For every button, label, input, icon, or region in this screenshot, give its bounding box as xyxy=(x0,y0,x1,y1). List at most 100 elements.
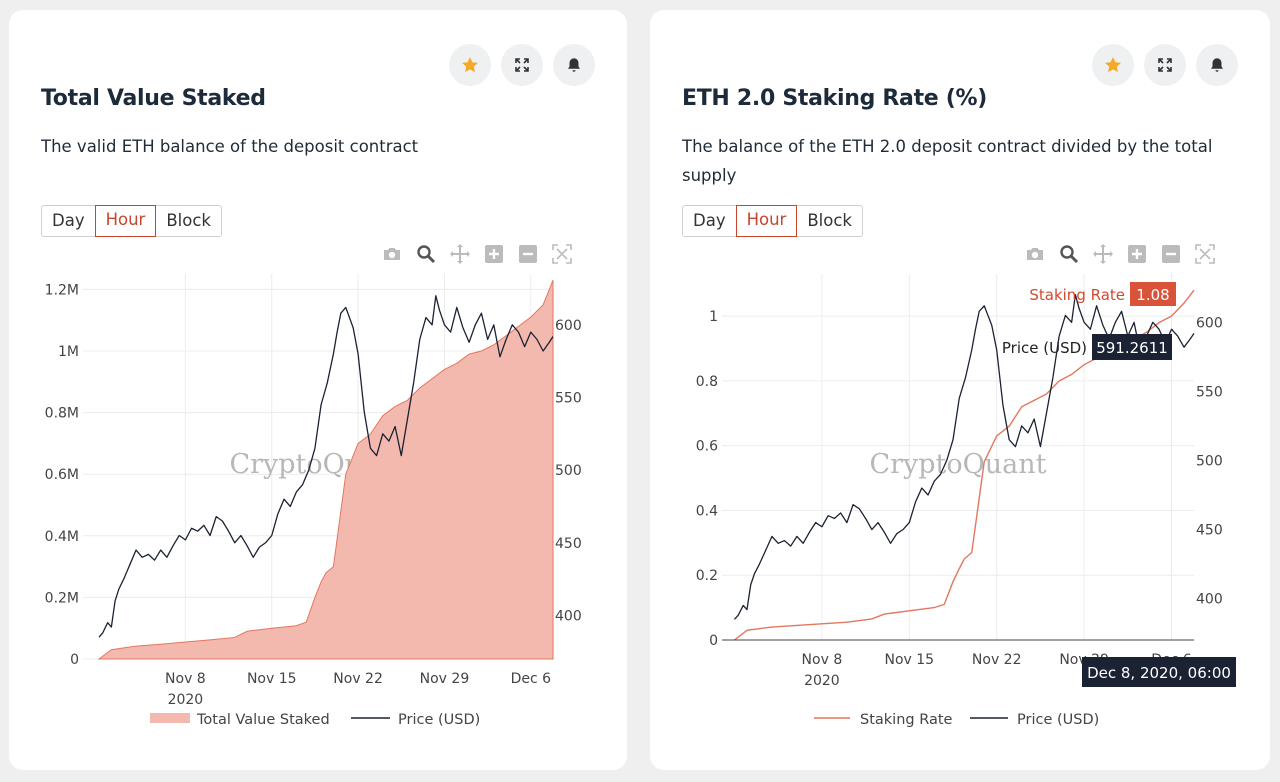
y-right-tick-label: 450 xyxy=(555,536,582,552)
card-actions xyxy=(1092,44,1238,86)
pan-mode-button[interactable] xyxy=(1090,242,1116,266)
y-right-tick-label: 500 xyxy=(1196,453,1223,469)
timeframe-day[interactable]: Day xyxy=(52,211,85,230)
y-right-tick-label: 600 xyxy=(1196,315,1223,331)
zoom-in-button[interactable] xyxy=(481,242,507,266)
hover-x-value: Dec 8, 2020, 06:00 xyxy=(1087,664,1231,682)
x-tick-label: Nov 22 xyxy=(333,671,383,687)
x-tick-label: Dec 6 xyxy=(511,671,552,687)
bell-icon xyxy=(1211,58,1223,72)
legend-swatch-area xyxy=(150,713,190,723)
hover-price-label: Price (USD) xyxy=(1002,339,1087,357)
zoom-out-button[interactable] xyxy=(515,242,541,266)
favorite-button[interactable] xyxy=(1092,44,1134,86)
expand-button[interactable] xyxy=(501,44,543,86)
series-line-price xyxy=(734,294,1195,620)
download-png-button[interactable] xyxy=(379,242,405,266)
favorite-button[interactable] xyxy=(449,44,491,86)
hover-price-value: 591.2611 xyxy=(1096,339,1168,357)
autoscale-button[interactable] xyxy=(549,242,575,266)
timeframe-block[interactable]: Block xyxy=(807,211,852,230)
hover-price-badge xyxy=(1092,334,1172,360)
expand-icon xyxy=(1158,58,1172,72)
chart-title: Total Value Staked xyxy=(41,86,266,111)
expand-button[interactable] xyxy=(1144,44,1186,86)
zoom-out-icon xyxy=(1162,245,1180,263)
legend-label-series-1: Total Value Staked xyxy=(196,712,330,728)
y-right-tick-label: 500 xyxy=(555,463,582,479)
timeframe-day[interactable]: Day xyxy=(693,211,726,230)
y-left-tick-label: 0.6 xyxy=(696,439,718,455)
y-right-tick-label: 550 xyxy=(555,390,582,406)
y-left-tick-label: 0.4 xyxy=(696,503,718,519)
autoscale-icon xyxy=(1195,244,1215,264)
alert-button[interactable] xyxy=(1196,44,1238,86)
y-left-tick-label: 0.8 xyxy=(696,374,718,390)
y-right-tick-label: 550 xyxy=(1196,384,1223,400)
y-left-tick-label: 0.6M xyxy=(45,467,79,483)
x-tick-label: Nov 15 xyxy=(885,652,935,668)
chart-staking-rate[interactable]: 0 0.2 0.4 0.6 0.8 1 400 450 500 550 600 Nov 8 2020 No… xyxy=(650,260,1270,740)
zoom-mode-button[interactable] xyxy=(413,242,439,266)
x-tick-label: Nov 8 xyxy=(165,671,206,687)
camera-icon xyxy=(384,248,400,260)
hover-x-badge xyxy=(1082,657,1236,687)
zoom-icon xyxy=(1060,245,1079,264)
expand-icon xyxy=(515,58,529,72)
y-left-tick-label: 1M xyxy=(58,344,79,360)
timeframe-selector: Day Hour Block xyxy=(41,205,222,237)
chart-title: ETH 2.0 Staking Rate (%) xyxy=(682,86,988,111)
y-right-tick-label: 400 xyxy=(1196,592,1223,608)
chart-modebar xyxy=(379,242,575,266)
x-tick-label: Nov 29 xyxy=(420,671,470,687)
chart-description: The balance of the ETH 2.0 deposit contr… xyxy=(682,137,1213,185)
y-left-tick-label: 1 xyxy=(709,309,718,325)
download-png-button[interactable] xyxy=(1022,242,1048,266)
zoom-out-button[interactable] xyxy=(1158,242,1184,266)
y-right-tick-label: 400 xyxy=(555,608,582,624)
chart-description: The valid ETH balance of the deposit con… xyxy=(41,137,419,156)
y-left-tick-label: 0.2M xyxy=(45,590,79,606)
y-left-tick-label: 1.2M xyxy=(45,282,79,298)
legend-label-series-1: Staking Rate xyxy=(860,712,953,728)
autoscale-button[interactable] xyxy=(1192,242,1218,266)
card-staking-rate: ETH 2.0 Staking Rate (%) The balance of … xyxy=(650,10,1270,770)
timeframe-block[interactable]: Block xyxy=(166,211,211,230)
y-right-tick-label: 450 xyxy=(1196,523,1223,539)
pan-icon xyxy=(1093,244,1113,264)
pan-mode-button[interactable] xyxy=(447,242,473,266)
star-icon xyxy=(1105,57,1121,73)
zoom-in-icon xyxy=(1128,245,1146,263)
timeframe-selector: Day Hour Block xyxy=(682,205,863,237)
x-tick-year-label: 2020 xyxy=(804,673,840,689)
legend-label-series-2: Price (USD) xyxy=(1017,712,1099,728)
autoscale-icon xyxy=(552,244,572,264)
hover-staking-value: 1.08 xyxy=(1136,286,1169,304)
zoom-icon xyxy=(417,245,436,264)
series-line-price xyxy=(98,295,554,638)
x-tick-label: Nov 8 xyxy=(802,652,843,668)
timeframe-hour[interactable]: Hour xyxy=(94,205,157,237)
y-left-tick-label: 0 xyxy=(70,652,79,668)
y-left-tick-label: 0 xyxy=(709,633,718,649)
y-left-tick-label: 0.4M xyxy=(45,529,79,545)
zoom-in-button[interactable] xyxy=(1124,242,1150,266)
bell-icon xyxy=(568,58,580,72)
legend-label-series-2: Price (USD) xyxy=(398,712,480,728)
camera-icon xyxy=(1027,248,1043,260)
x-tick-label: Nov 22 xyxy=(972,652,1022,668)
series-area-total-value-staked xyxy=(97,279,554,660)
zoom-mode-button[interactable] xyxy=(1056,242,1082,266)
card-total-value-staked: Total Value Staked The valid ETH balance… xyxy=(9,10,627,770)
watermark: CryptoQuant xyxy=(869,449,1046,480)
alert-button[interactable] xyxy=(553,44,595,86)
card-actions xyxy=(449,44,595,86)
y-left-tick-label: 0.2 xyxy=(696,568,718,584)
pan-icon xyxy=(450,244,470,264)
zoom-in-icon xyxy=(485,245,503,263)
zoom-out-icon xyxy=(519,245,537,263)
chart-total-value-staked[interactable]: 0 0.2M 0.4M 0.6M 0.8M 1M 1.2M 400 450 500 550 600 No… xyxy=(9,260,627,740)
timeframe-hour[interactable]: Hour xyxy=(735,205,798,237)
x-tick-year-label: 2020 xyxy=(168,692,204,708)
y-left-tick-label: 0.8M xyxy=(45,406,79,422)
